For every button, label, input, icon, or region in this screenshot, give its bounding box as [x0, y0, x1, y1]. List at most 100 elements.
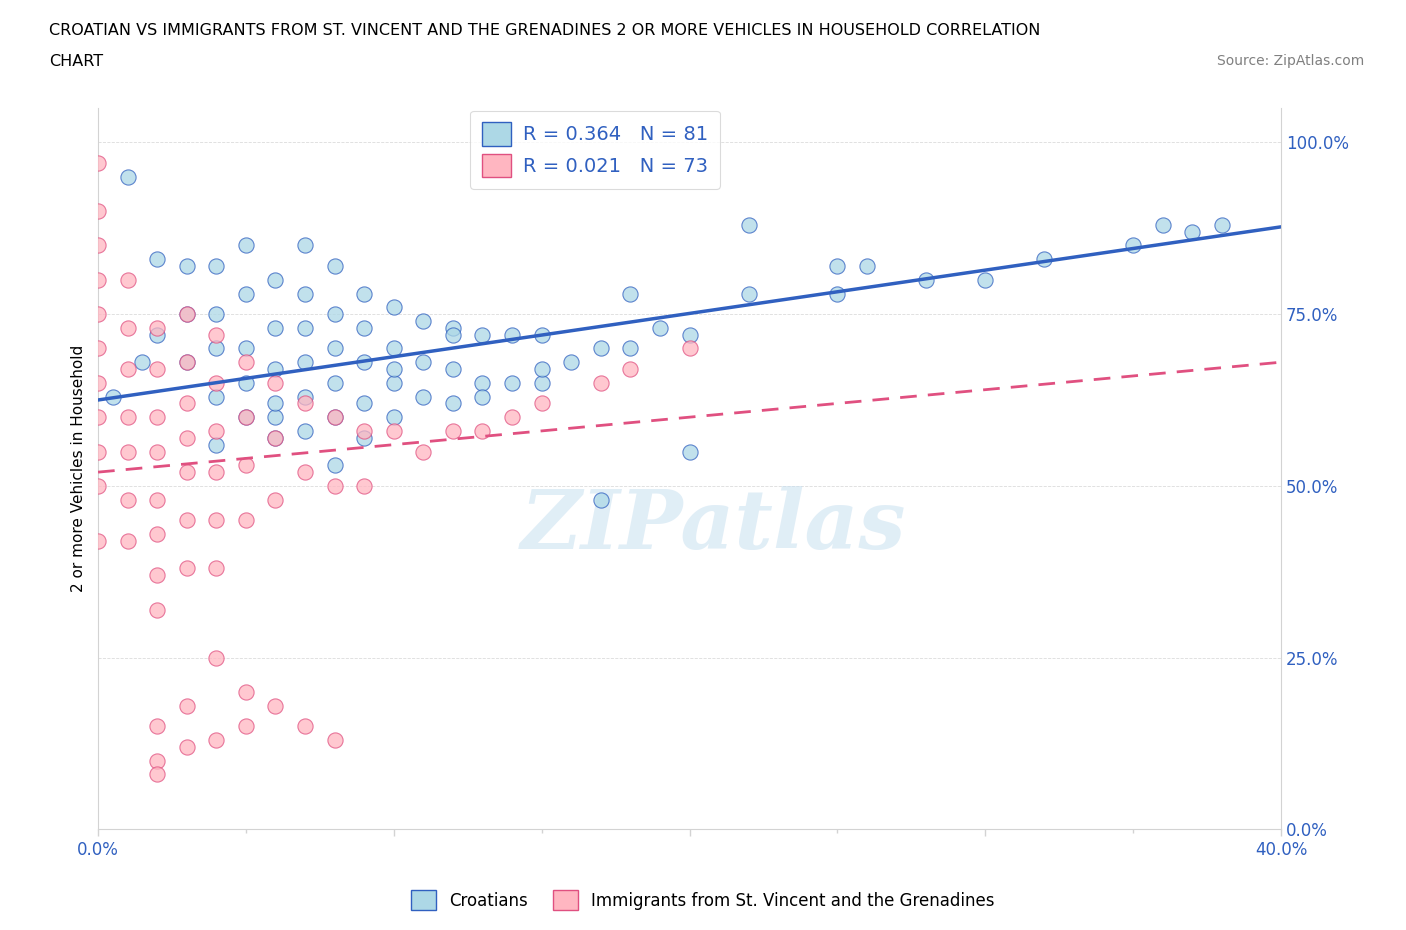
Point: [146, 410, 169, 425]
Point: [382, 299, 405, 314]
Point: [146, 321, 169, 336]
Point: [264, 321, 287, 336]
Point: [294, 719, 316, 734]
Point: [117, 445, 139, 459]
Point: [323, 458, 346, 472]
Legend: R = 0.364   N = 81, R = 0.021   N = 73: R = 0.364 N = 81, R = 0.021 N = 73: [470, 111, 720, 189]
Point: [323, 478, 346, 493]
Point: [117, 492, 139, 507]
Point: [412, 313, 434, 328]
Point: [974, 272, 997, 287]
Point: [294, 286, 316, 301]
Point: [176, 354, 198, 369]
Point: [294, 423, 316, 438]
Point: [101, 389, 124, 404]
Point: [412, 389, 434, 404]
Point: [264, 362, 287, 377]
Point: [530, 362, 553, 377]
Point: [205, 327, 228, 342]
Point: [353, 431, 375, 445]
Legend: Croatians, Immigrants from St. Vincent and the Grenadines: Croatians, Immigrants from St. Vincent a…: [405, 884, 1001, 917]
Point: [146, 252, 169, 267]
Point: [205, 650, 228, 665]
Point: [146, 445, 169, 459]
Point: [294, 465, 316, 480]
Point: [412, 445, 434, 459]
Point: [205, 423, 228, 438]
Point: [176, 307, 198, 322]
Point: [441, 321, 464, 336]
Text: CHART: CHART: [49, 54, 103, 69]
Point: [146, 753, 169, 768]
Point: [146, 526, 169, 541]
Point: [619, 341, 641, 356]
Point: [382, 341, 405, 356]
Point: [87, 204, 110, 219]
Point: [323, 410, 346, 425]
Point: [264, 410, 287, 425]
Point: [117, 534, 139, 549]
Point: [205, 561, 228, 576]
Point: [323, 733, 346, 748]
Point: [87, 445, 110, 459]
Point: [235, 376, 257, 391]
Text: CROATIAN VS IMMIGRANTS FROM ST. VINCENT AND THE GRENADINES 2 OR MORE VEHICLES IN: CROATIAN VS IMMIGRANTS FROM ST. VINCENT …: [49, 23, 1040, 38]
Point: [560, 354, 582, 369]
Point: [235, 341, 257, 356]
Point: [235, 238, 257, 253]
Point: [323, 259, 346, 273]
Point: [441, 396, 464, 411]
Point: [619, 362, 641, 377]
Point: [353, 478, 375, 493]
Point: [176, 561, 198, 576]
Point: [87, 307, 110, 322]
Point: [1211, 218, 1233, 232]
Point: [412, 354, 434, 369]
Text: Source: ZipAtlas.com: Source: ZipAtlas.com: [1216, 54, 1364, 68]
Point: [441, 327, 464, 342]
Point: [382, 376, 405, 391]
Point: [235, 458, 257, 472]
Point: [323, 307, 346, 322]
Point: [294, 396, 316, 411]
Point: [264, 431, 287, 445]
Point: [501, 410, 523, 425]
Point: [323, 341, 346, 356]
Point: [323, 376, 346, 391]
Point: [87, 155, 110, 170]
Point: [235, 354, 257, 369]
Point: [235, 410, 257, 425]
Point: [619, 286, 641, 301]
Point: [382, 410, 405, 425]
Point: [501, 376, 523, 391]
Point: [827, 286, 849, 301]
Point: [382, 423, 405, 438]
Point: [1181, 224, 1204, 239]
Point: [737, 218, 759, 232]
Point: [441, 362, 464, 377]
Point: [294, 389, 316, 404]
Point: [471, 389, 494, 404]
Point: [146, 719, 169, 734]
Point: [294, 354, 316, 369]
Point: [205, 733, 228, 748]
Point: [589, 492, 612, 507]
Point: [146, 362, 169, 377]
Point: [176, 739, 198, 754]
Point: [294, 238, 316, 253]
Point: [323, 410, 346, 425]
Point: [176, 698, 198, 713]
Point: [264, 431, 287, 445]
Point: [117, 272, 139, 287]
Point: [117, 362, 139, 377]
Point: [856, 259, 879, 273]
Point: [294, 321, 316, 336]
Point: [146, 767, 169, 782]
Point: [205, 512, 228, 527]
Point: [530, 376, 553, 391]
Point: [146, 567, 169, 582]
Point: [471, 376, 494, 391]
Point: [117, 410, 139, 425]
Point: [589, 341, 612, 356]
Point: [441, 423, 464, 438]
